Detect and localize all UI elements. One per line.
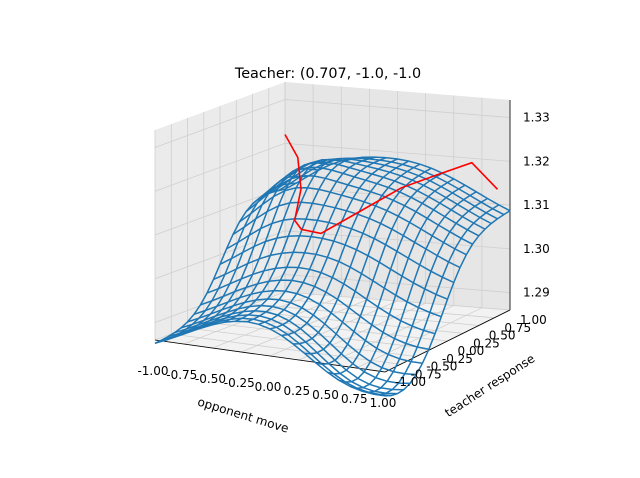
best-response-curve (284, 134, 499, 235)
y-tick-label: 1.00 (520, 313, 547, 327)
x-tick-label: 0.75 (341, 392, 368, 406)
wireframe-line (200, 279, 429, 351)
x-tick-label: 0.00 (255, 380, 282, 394)
z-tick-label: 1.31 (523, 198, 550, 212)
x-tick-label: 0.50 (312, 388, 339, 402)
y-tick-label: 0.00 (458, 344, 485, 358)
y-tick-label: 0.75 (504, 321, 531, 335)
wireframe-line (258, 161, 486, 230)
wireframe-line (239, 186, 467, 256)
grid-line-z (154, 230, 511, 280)
z-tick-label: 1.32 (523, 154, 550, 168)
axis-lines (154, 100, 511, 373)
z-tick-label: 1.33 (523, 111, 550, 125)
y-tick-label: -0.50 (426, 360, 457, 374)
wireframe-line (278, 157, 505, 216)
z-tick-label: 1.29 (523, 286, 550, 300)
wireframe-line (219, 235, 448, 300)
wireframe-line (271, 157, 498, 220)
x-axis-line (154, 339, 386, 373)
x-tick-label: -0.50 (195, 372, 226, 386)
wireframe-surface (154, 156, 511, 397)
y-tick-label: 0.25 (473, 336, 500, 350)
grid-line-z (154, 142, 511, 192)
wireframe-line (226, 218, 455, 284)
x-tick-label: 0.25 (283, 384, 310, 398)
y-tick-label: -1.00 (395, 375, 426, 389)
x-tick-label: -1.00 (137, 364, 168, 378)
y-tick-label: -0.75 (411, 367, 442, 381)
y-tick-label: -0.25 (442, 352, 473, 366)
wireframe-line (167, 314, 398, 395)
wireframe-line (193, 289, 423, 364)
grid-line-y (203, 112, 432, 350)
grid-line-y (219, 106, 448, 342)
wireframe-line (284, 156, 511, 212)
axis-ticks: -1.00-0.75-0.50-0.25 0.00 0.25 0.50 0.75 1.00… (137, 111, 549, 411)
wireframe-line (180, 304, 411, 385)
y-tick-label: 0.50 (489, 329, 516, 343)
wireframe-line (213, 251, 442, 318)
x-tick-label: 1.00 (370, 396, 397, 410)
z-tick-label: 1.30 (523, 242, 550, 256)
wireframe-line (245, 175, 473, 245)
wireframe-line (265, 158, 492, 225)
wireframe-line (154, 320, 386, 397)
grid-line-z (154, 99, 511, 148)
x-tick-label: -0.75 (166, 368, 197, 382)
best-response-curve-group (284, 134, 499, 235)
wireframe-line (174, 310, 404, 391)
grid-line-z (154, 274, 511, 323)
y-axis-line (384, 309, 511, 373)
wireframe-line (187, 298, 417, 376)
wireframe-line (161, 317, 392, 397)
wireframe-line (232, 201, 461, 269)
chart-title: Teacher: (0.707, -1.0, -1.0 (234, 66, 421, 82)
wireframe-line (206, 266, 436, 335)
x-tick-label: -0.25 (224, 376, 255, 390)
